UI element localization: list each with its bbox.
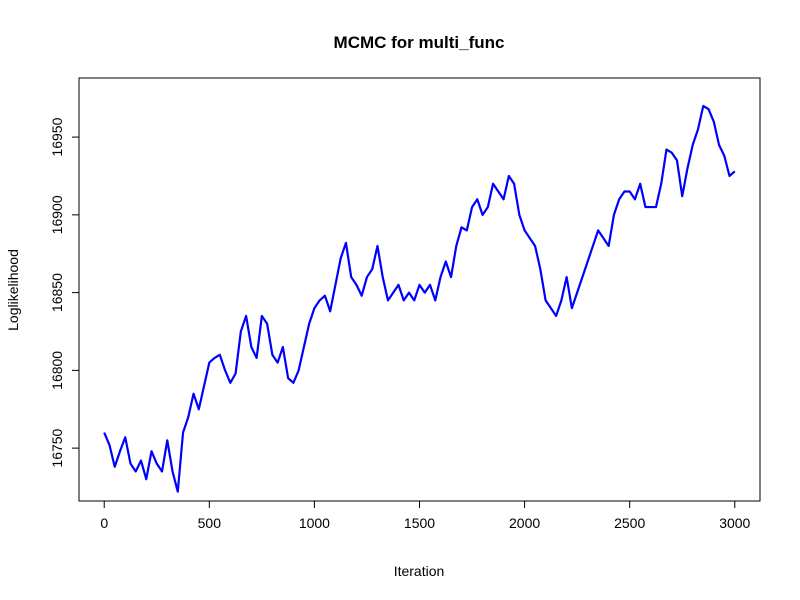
x-axis-label: Iteration [394, 563, 445, 579]
x-tick-label: 2500 [614, 515, 645, 531]
x-tick-label: 1000 [299, 515, 330, 531]
y-tick-label: 16800 [49, 351, 65, 390]
y-tick-label: 16750 [49, 428, 65, 467]
x-tick-label: 0 [100, 515, 108, 531]
x-tick-label: 3000 [719, 515, 750, 531]
x-tick-label: 1500 [404, 515, 435, 531]
data-line [103, 104, 736, 493]
chart-title: MCMC for multi_func [334, 33, 505, 52]
x-tick-label: 500 [198, 515, 222, 531]
x-tick-label: 2000 [509, 515, 540, 531]
y-axis-label: Loglikelihood [5, 249, 21, 331]
y-tick-label: 16900 [49, 195, 65, 234]
y-tick-label: 16850 [49, 273, 65, 312]
y-tick-label: 16950 [49, 117, 65, 156]
plot-box [78, 77, 761, 502]
